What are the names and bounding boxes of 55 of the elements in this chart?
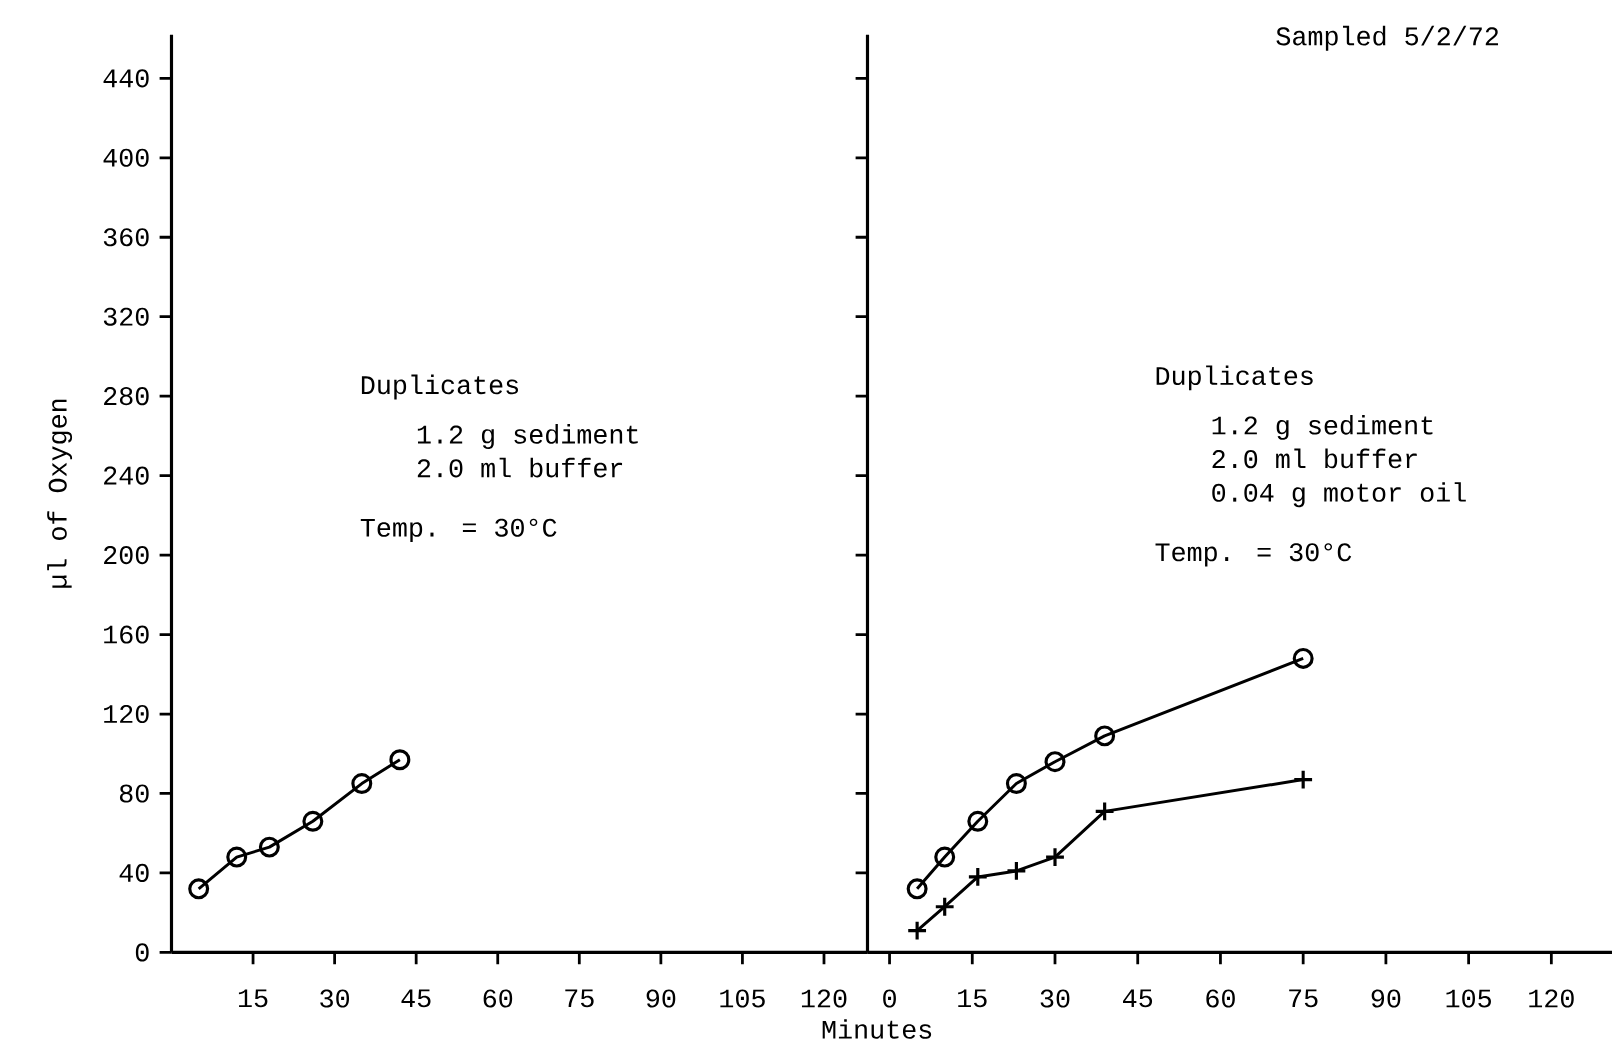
annotation: 1.2 g sediment bbox=[417, 424, 638, 450]
x-tick-label: 15 bbox=[238, 989, 268, 1008]
x-tick-label: 105 bbox=[1446, 989, 1491, 1008]
annotation: 1.2 g sediment bbox=[1212, 415, 1433, 441]
annotation: 2.0 ml buffer bbox=[1212, 448, 1417, 469]
y-tick-label: 400 bbox=[103, 148, 149, 168]
x-tick-label: 90 bbox=[1371, 989, 1401, 1008]
annotation: Duplicates bbox=[361, 374, 519, 400]
x-tick-label: 60 bbox=[1206, 989, 1235, 1008]
point bbox=[1044, 751, 1066, 773]
x-tick-label: 0 bbox=[883, 989, 896, 1008]
y-tick-label: 200 bbox=[104, 546, 149, 565]
y-tick-label: 80 bbox=[119, 784, 149, 803]
x-tick-label: 30 bbox=[1040, 989, 1070, 1008]
point bbox=[906, 878, 928, 900]
point bbox=[1094, 725, 1116, 747]
x-axis-title: Minutes bbox=[822, 1019, 932, 1039]
annotation: 0.04 g motor oil bbox=[1212, 482, 1466, 508]
point bbox=[934, 846, 956, 868]
x-tick-label: 75 bbox=[1289, 989, 1318, 1008]
chart-subtitle: Sampled 5/2/72 bbox=[1276, 26, 1499, 52]
x-tick-label: 30 bbox=[320, 989, 350, 1008]
point bbox=[906, 920, 928, 942]
x-tick-label: 90 bbox=[646, 989, 676, 1008]
y-tick-label: 0 bbox=[135, 943, 149, 962]
y-tick-label: 160 bbox=[104, 625, 149, 644]
x-tick-label: 45 bbox=[1123, 989, 1153, 1008]
x-tick-label: 120 bbox=[801, 989, 847, 1008]
y-axis-title: µl of Oxygen bbox=[47, 399, 73, 589]
point bbox=[351, 773, 373, 795]
point bbox=[258, 836, 280, 858]
point bbox=[389, 749, 411, 771]
annotation: Duplicates bbox=[1156, 365, 1313, 391]
point bbox=[188, 878, 210, 900]
point bbox=[226, 846, 248, 868]
y-tick-label: 240 bbox=[104, 466, 149, 485]
y-tick-label: 280 bbox=[104, 387, 149, 406]
y-tick-label: 120 bbox=[104, 705, 149, 724]
x-tick-label: 75 bbox=[565, 989, 594, 1008]
x-tick-label: 120 bbox=[1529, 989, 1574, 1008]
x-tick-label: 15 bbox=[958, 989, 987, 1008]
annotation: 2.0 ml buffer bbox=[417, 458, 623, 478]
annotation: Temp. = 30°C bbox=[1155, 543, 1352, 567]
point bbox=[1005, 773, 1027, 795]
x-tick-label: 45 bbox=[401, 989, 431, 1008]
annotation: Temp. = 30°C bbox=[360, 518, 557, 543]
y-tick-label: 320 bbox=[103, 307, 149, 327]
x-tick-label: 60 bbox=[483, 989, 513, 1008]
y-tick-label: 360 bbox=[103, 228, 149, 247]
x-tick-label: 105 bbox=[720, 989, 765, 1008]
y-tick-label: 440 bbox=[103, 69, 149, 88]
point bbox=[302, 811, 324, 833]
y-tick-label: 40 bbox=[119, 864, 149, 883]
point bbox=[967, 811, 989, 833]
point bbox=[1292, 648, 1314, 670]
